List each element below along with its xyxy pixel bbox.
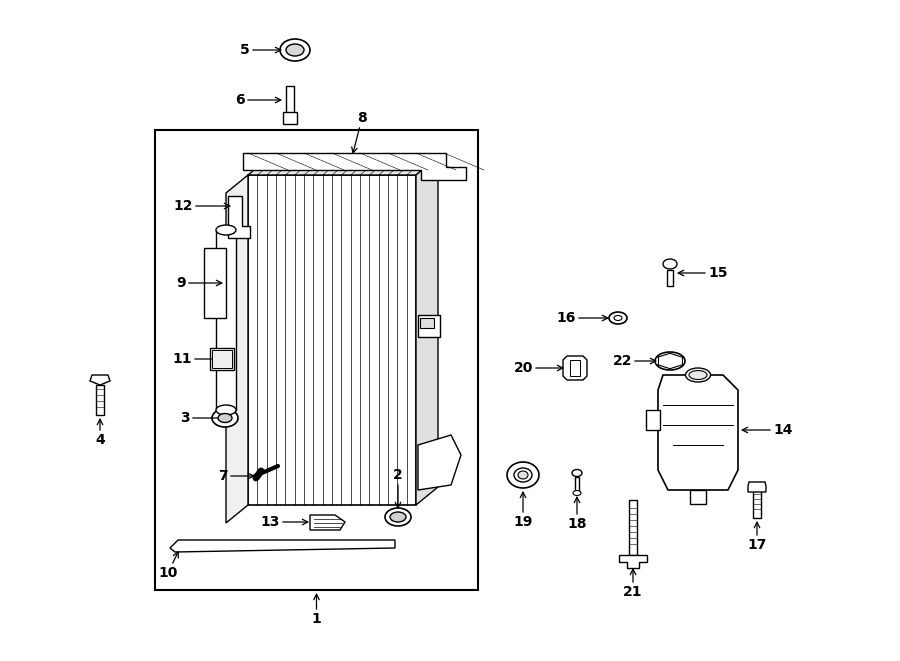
- Ellipse shape: [518, 471, 528, 479]
- Bar: [210, 348, 234, 370]
- Polygon shape: [563, 356, 587, 380]
- Text: 20: 20: [514, 361, 562, 375]
- Ellipse shape: [216, 225, 236, 235]
- Ellipse shape: [572, 469, 582, 477]
- Polygon shape: [228, 196, 250, 238]
- Text: 3: 3: [180, 411, 226, 425]
- Text: 17: 17: [747, 522, 767, 552]
- Ellipse shape: [689, 371, 707, 379]
- Ellipse shape: [385, 508, 411, 526]
- Polygon shape: [658, 375, 738, 490]
- Ellipse shape: [280, 39, 310, 61]
- Bar: [667, 270, 673, 286]
- Text: 4: 4: [95, 419, 105, 447]
- Polygon shape: [248, 157, 438, 175]
- Text: 8: 8: [352, 111, 367, 153]
- Ellipse shape: [655, 352, 685, 370]
- Bar: [575, 477, 579, 493]
- Text: 1: 1: [311, 594, 321, 626]
- Ellipse shape: [663, 259, 677, 269]
- Bar: [629, 500, 637, 555]
- Polygon shape: [170, 540, 395, 552]
- Text: 11: 11: [173, 352, 230, 366]
- Bar: [418, 315, 440, 337]
- Text: 10: 10: [158, 552, 178, 580]
- Bar: [155, 130, 478, 590]
- Text: 19: 19: [513, 492, 533, 529]
- Bar: [283, 112, 297, 124]
- Ellipse shape: [507, 462, 539, 488]
- Polygon shape: [619, 555, 647, 568]
- Bar: [286, 86, 294, 114]
- Text: 18: 18: [567, 497, 587, 531]
- Ellipse shape: [686, 368, 710, 382]
- Ellipse shape: [614, 315, 622, 321]
- Text: 15: 15: [679, 266, 727, 280]
- Ellipse shape: [573, 490, 581, 496]
- Ellipse shape: [212, 409, 238, 427]
- Bar: [570, 360, 580, 376]
- Text: 12: 12: [174, 199, 230, 213]
- Text: 22: 22: [613, 354, 656, 368]
- Polygon shape: [418, 435, 461, 490]
- Text: 5: 5: [240, 43, 281, 57]
- Bar: [420, 318, 434, 328]
- Text: 14: 14: [742, 423, 793, 437]
- Ellipse shape: [514, 468, 532, 482]
- Text: 13: 13: [261, 515, 308, 529]
- Bar: [248, 175, 416, 505]
- Polygon shape: [416, 157, 438, 505]
- Text: 16: 16: [556, 311, 608, 325]
- Text: 21: 21: [623, 569, 643, 599]
- Text: 9: 9: [176, 276, 221, 290]
- Bar: [212, 350, 232, 368]
- Bar: [690, 490, 706, 504]
- Polygon shape: [748, 482, 766, 492]
- Bar: [216, 230, 236, 410]
- Bar: [753, 490, 761, 518]
- Bar: [646, 410, 660, 430]
- Polygon shape: [226, 175, 248, 523]
- Ellipse shape: [218, 414, 232, 422]
- Bar: [204, 248, 226, 318]
- Ellipse shape: [609, 312, 627, 324]
- Text: 2: 2: [393, 468, 403, 508]
- Text: 6: 6: [236, 93, 281, 107]
- Ellipse shape: [286, 44, 304, 56]
- Ellipse shape: [390, 512, 406, 522]
- Bar: [96, 385, 104, 415]
- Ellipse shape: [216, 405, 236, 415]
- Polygon shape: [90, 375, 110, 385]
- Polygon shape: [243, 153, 466, 180]
- Text: 7: 7: [219, 469, 254, 483]
- Polygon shape: [310, 515, 345, 530]
